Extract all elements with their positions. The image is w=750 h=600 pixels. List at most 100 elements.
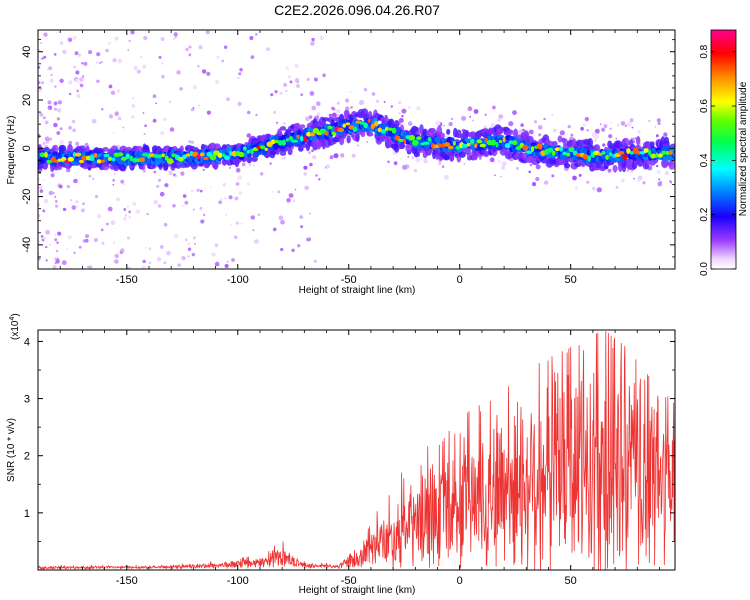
spectrogram-noise-dot: [43, 199, 49, 204]
spectrogram-noise-dot: [591, 186, 596, 191]
spectrogram-noise-dot: [537, 125, 543, 130]
spectrogram-noise-dot: [313, 77, 318, 82]
spectrogram-peak-mark: [250, 148, 254, 155]
spectrogram-peak-mark: [202, 156, 209, 161]
spectrogram-peak-mark: [264, 147, 268, 151]
spectrogram-noise-dot: [277, 190, 281, 194]
spectrogram-peak-mark: [44, 151, 48, 158]
spectrogram-noise-dot: [309, 212, 312, 215]
spectrogram-noise-dot: [656, 164, 659, 168]
snr-xtick-label: -100: [227, 575, 249, 587]
spectrogram-peak-mark: [608, 152, 613, 157]
spectrogram-noise-dot: [67, 235, 72, 240]
spectrogram-noise-dot: [45, 229, 50, 235]
spectrogram-noise-dot: [398, 117, 404, 123]
spectrogram-noise-dot: [87, 265, 90, 268]
spectrogram-noise-dot: [238, 191, 243, 196]
spectrogram-noise-dot: [45, 140, 49, 144]
spectrogram-noise-dot: [126, 266, 131, 269]
snr-multiplier: (x104): [9, 313, 21, 340]
spectrogram-noise-dot: [68, 92, 72, 96]
spectrogram-peak-mark: [618, 151, 625, 155]
spectrogram-noise-dot: [297, 244, 301, 248]
spectrogram-peak-mark: [490, 139, 496, 146]
spectrogram-noise-dot: [188, 140, 192, 144]
spectrogram-noise-dot: [110, 90, 116, 96]
spectrogram-noise-dot: [79, 77, 84, 82]
spectrogram-noise-dot: [143, 239, 145, 241]
spectrogram-noise-dot: [101, 241, 105, 245]
snr-ylabel: SNR (10 * v/v): [6, 418, 17, 482]
spectrogram-noise-dot: [53, 107, 57, 111]
spectrogram-peak-mark: [657, 153, 664, 158]
spectrogram-noise-dot: [441, 165, 445, 168]
spectrogram-noise-dot: [594, 139, 597, 142]
spectrogram-peak-mark: [525, 150, 533, 154]
spectrogram-noise-dot: [123, 208, 127, 211]
spectrogram-noise-dot: [77, 53, 82, 57]
spectrogram-noise-dot: [626, 121, 632, 127]
spectrogram-noise-dot: [508, 121, 514, 127]
spectrogram-peak-mark: [182, 154, 187, 160]
spectrogram-noise-dot: [197, 65, 200, 68]
spectrogram-peak-mark: [281, 139, 286, 146]
spectrogram-noise-dot: [117, 116, 122, 121]
spectrogram-noise-dot: [528, 170, 531, 174]
spectrogram-peak-mark: [324, 131, 329, 136]
spectrogram-noise-dot: [248, 163, 252, 167]
spectrogram-noise-dot: [271, 190, 274, 193]
spectrogram-noise-dot: [202, 168, 205, 171]
spectrogram-noise-dot: [285, 90, 288, 92]
spectrogram-peak-mark: [587, 155, 591, 162]
spectrogram-peak-mark: [502, 136, 506, 143]
spectrogram-noise-dot: [490, 123, 496, 128]
spectrogram-noise-dot: [350, 106, 353, 109]
spectrogram-peak-mark: [285, 138, 290, 142]
spectrogram-noise-dot: [306, 77, 310, 81]
spectrogram-noise-dot: [489, 157, 495, 163]
spectrogram-noise-dot: [586, 129, 589, 132]
spectrogram-noise-dot: [159, 191, 165, 197]
spectrogram-noise-dot: [106, 222, 109, 226]
spectrogram-noise-dot: [669, 180, 672, 183]
spectrogram-noise-dot: [59, 140, 64, 145]
spectrogram-noise-dot: [624, 124, 627, 127]
spectrogram-noise-dot: [630, 170, 634, 173]
spectrogram-peak-mark: [309, 132, 315, 137]
spectrogram-noise-dot: [116, 197, 120, 202]
spectrogram-noise-dot: [345, 98, 350, 103]
spectrogram-noise-dot: [38, 49, 41, 51]
snr-multiplier-base: (x10: [10, 320, 21, 340]
colorbar-tick-label: 0.0: [699, 262, 710, 276]
spectrogram-noise-dot: [329, 155, 334, 160]
spectrogram-noise-dot: [156, 184, 160, 188]
spectrogram-halo-mark: [507, 129, 514, 134]
spectrogram-peak-mark: [562, 151, 567, 156]
spectrogram-noise-dot: [200, 189, 203, 193]
spectrogram-peak-mark: [209, 154, 217, 161]
spectrogram-noise-dot: [117, 58, 123, 64]
spectrogram-peak-mark: [331, 131, 336, 136]
spectrogram-noise-dot: [132, 97, 134, 99]
spectrogram-noise-dot: [185, 238, 188, 241]
spectrogram-noise-dot: [215, 79, 220, 85]
spectrogram-noise-dot: [72, 35, 77, 40]
spectrogram-noise-dot: [62, 49, 67, 54]
spectrogram-noise-dot: [187, 242, 191, 245]
spectrogram-noise-dot: [285, 66, 289, 70]
spectrogram-noise-dot: [191, 189, 194, 192]
spectrogram-peak-mark: [479, 143, 487, 148]
spectrogram-noise-dot: [278, 215, 284, 221]
spectrogram-noise-dot: [70, 199, 73, 202]
spectrogram-noise-dot: [637, 179, 640, 182]
spectrogram-noise-dot: [56, 241, 59, 244]
spectrogram-noise-dot: [292, 199, 296, 202]
spectrogram-peak-mark: [67, 156, 75, 162]
spectrogram-noise-dot: [198, 45, 203, 50]
spectrogram-noise-dot: [216, 55, 220, 60]
spectrogram-noise-dot: [65, 167, 71, 173]
spectrogram-noise-dot: [44, 120, 49, 125]
spectrogram-noise-dot: [235, 182, 240, 186]
spectrogram-peak-mark: [86, 155, 92, 161]
spectrogram-noise-dot: [296, 84, 300, 88]
